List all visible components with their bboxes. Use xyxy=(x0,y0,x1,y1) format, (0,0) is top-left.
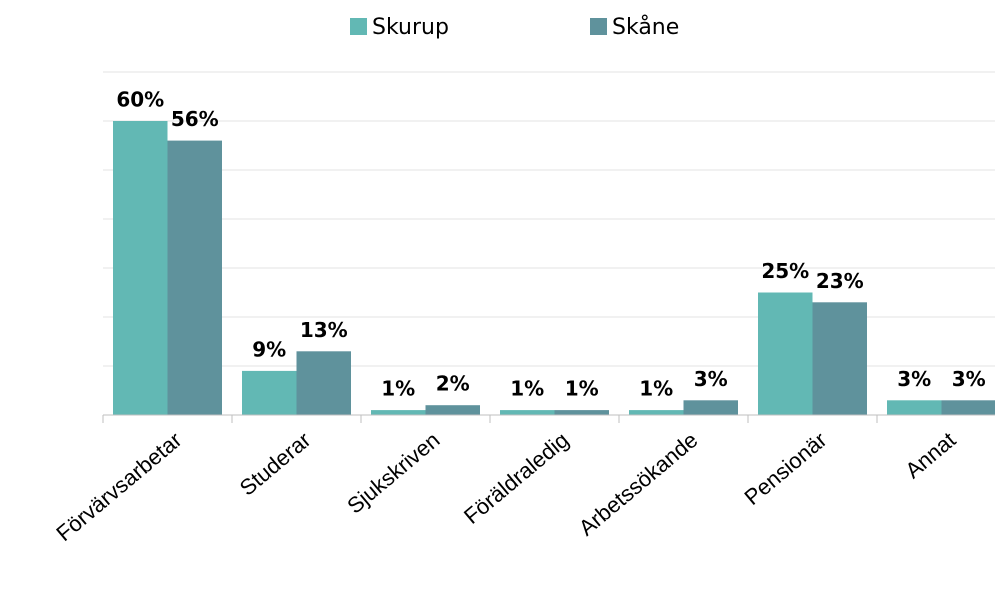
bar xyxy=(554,410,609,415)
value-label: 3% xyxy=(952,367,986,391)
value-label: 1% xyxy=(510,377,544,401)
value-label: 1% xyxy=(381,377,415,401)
x-tick-label: Sjukskriven xyxy=(342,427,444,518)
legend-label: Skåne xyxy=(612,14,679,40)
value-label: 1% xyxy=(565,377,599,401)
value-label: 13% xyxy=(300,318,348,342)
value-label: 9% xyxy=(252,337,286,361)
bar xyxy=(941,400,995,415)
x-tick-label: Studerar xyxy=(235,427,316,500)
bar xyxy=(371,410,426,415)
value-label: 3% xyxy=(694,367,728,391)
legend-label: Skurup xyxy=(372,15,449,40)
bar xyxy=(683,400,738,415)
value-label: 23% xyxy=(816,269,864,293)
bar xyxy=(113,121,168,415)
bar xyxy=(887,400,942,415)
x-tick-label: Förvärvsarbetar xyxy=(51,427,186,546)
x-tick-label: Pensionär xyxy=(739,427,831,510)
value-label: 60% xyxy=(116,88,164,112)
bar xyxy=(167,140,222,415)
bar xyxy=(812,302,867,415)
bar xyxy=(242,370,297,415)
bar xyxy=(500,410,555,415)
x-tick-label: Annat xyxy=(900,427,960,483)
bar xyxy=(629,410,684,415)
value-label: 1% xyxy=(639,377,673,401)
x-tick-label: Föräldraledig xyxy=(459,427,573,529)
value-label: 2% xyxy=(436,372,470,396)
value-label: 56% xyxy=(171,107,219,131)
legend-swatch xyxy=(350,18,367,35)
bar xyxy=(296,351,351,415)
bar xyxy=(758,292,813,415)
bar xyxy=(425,405,480,415)
x-tick-label: Arbetssökande xyxy=(574,427,702,540)
value-label: 25% xyxy=(761,259,809,283)
value-label: 3% xyxy=(897,367,931,391)
legend-swatch xyxy=(590,18,607,35)
